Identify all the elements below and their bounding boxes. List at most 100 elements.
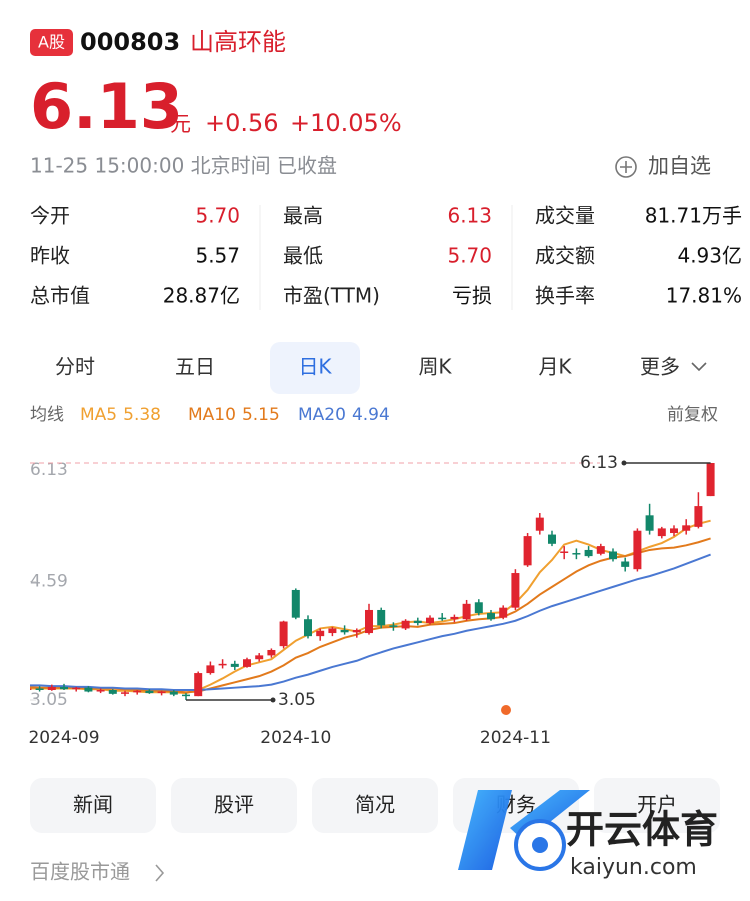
candle-body [401, 620, 410, 629]
chevron [691, 362, 707, 372]
candle-body [304, 619, 312, 637]
button-bg[interactable] [594, 778, 720, 833]
candle-body [96, 689, 105, 692]
button-bg[interactable] [312, 778, 438, 833]
footer[interactable]: 百度股市通 [30, 860, 130, 884]
candle-body [572, 553, 581, 555]
stat-label: 今开 [30, 204, 70, 228]
price: 6.13 [30, 70, 183, 143]
watermark-url: kaiyun.com [570, 855, 697, 880]
candle-body [194, 673, 203, 697]
stat-value: 5.57 [195, 244, 240, 268]
candle-body [499, 607, 508, 618]
candle-body [108, 689, 117, 694]
candle-body [352, 629, 361, 633]
stat-label: 最高 [283, 204, 323, 228]
candle-body [60, 686, 68, 690]
button[interactable]: 新闻 [73, 793, 113, 817]
candle-body [560, 551, 569, 553]
change-pct: +10.05% [290, 109, 402, 137]
candle-body [365, 609, 373, 634]
tab[interactable]: 更多 [640, 355, 680, 379]
candle-body [84, 687, 93, 692]
candle-body [694, 506, 703, 527]
candle-body [438, 617, 447, 620]
stat-value: 4.93亿 [677, 244, 742, 268]
stat-label: 总市值 [30, 284, 90, 308]
stat-value: 5.70 [195, 204, 240, 228]
tab[interactable]: 月K [538, 355, 572, 379]
stock-code: 000803 [80, 28, 180, 56]
event-dot[interactable] [501, 705, 511, 715]
badge [30, 29, 73, 56]
legend-entry: MA20 4.94 [298, 405, 390, 425]
candle-body [487, 613, 495, 620]
legend-name: MA20 [298, 405, 346, 425]
candle-body [328, 628, 337, 634]
adjust-label[interactable]: 前复权 [667, 405, 718, 425]
stat-value: 81.71万手 [645, 204, 742, 228]
legend: MA5 5.38 MA10 5.15 MA20 4.94 [80, 405, 390, 425]
candle-body [450, 616, 459, 620]
candle-body [340, 629, 349, 633]
stat-label: 市盈(TTM) [283, 284, 380, 308]
tab[interactable]: 周K [418, 355, 452, 379]
tab[interactable]: 分时 [55, 355, 95, 379]
candle-body [267, 649, 276, 656]
button[interactable]: 开户 [637, 793, 677, 817]
button[interactable]: 简况 [355, 793, 395, 817]
watermark-title: 开云体育 [566, 808, 718, 852]
candle-body [474, 602, 483, 614]
tab[interactable]: 日K [298, 355, 332, 379]
candle-body [584, 549, 593, 557]
x-tick-label: 2024-10 [260, 728, 331, 748]
tab[interactable]: 五日 [175, 355, 215, 379]
candle-body [682, 525, 691, 531]
x-tick-label: 2024-09 [28, 728, 99, 748]
candle-body [47, 686, 56, 690]
y-tick-label: 3.05 [30, 690, 68, 710]
stat-value: 亏损 [452, 284, 492, 308]
candle-body [121, 692, 129, 694]
legend-name: MA10 [188, 405, 236, 425]
candle-body [633, 530, 642, 570]
stat-value: 6.13 [447, 204, 492, 228]
change: +0.56 [205, 109, 279, 137]
y-tick-label: 6.13 [30, 460, 68, 480]
button[interactable]: 股评 [214, 793, 254, 817]
candle-body [548, 534, 556, 544]
candle-body [706, 463, 715, 497]
candle-body [145, 690, 154, 694]
button-bg[interactable] [171, 778, 297, 833]
candle-body [169, 691, 178, 695]
candle-body [157, 691, 166, 694]
min-label: 3.05 [278, 690, 316, 710]
x-tick-label: 2024-11 [480, 728, 551, 748]
candle-body [230, 663, 239, 667]
candle-body [413, 620, 422, 624]
legend-entry: MA5 5.38 [80, 405, 161, 425]
stat-label: 成交量 [535, 204, 595, 228]
candle-body [645, 515, 654, 531]
candle-body [35, 688, 44, 690]
legend-entry: MA10 5.15 [188, 405, 280, 425]
stat-value: 28.87亿 [163, 284, 240, 308]
max-label: 6.13 [580, 453, 618, 473]
watch-icon[interactable] [615, 156, 637, 178]
candle-body [133, 690, 142, 693]
watch-button[interactable]: 加自选 [648, 154, 711, 178]
candle-body [511, 573, 520, 608]
candle-body [426, 617, 434, 624]
stat-label: 最低 [283, 244, 323, 268]
ma-line [30, 553, 711, 691]
candle-body [218, 663, 227, 666]
stock-name: 山高环能 [190, 28, 286, 56]
watermark-logo [458, 790, 590, 871]
max-dot [621, 460, 627, 466]
button-bg[interactable] [30, 778, 156, 833]
legend-value: 5.15 [242, 405, 280, 425]
footer-chevron [155, 864, 165, 882]
legend-value: 4.94 [352, 405, 390, 425]
